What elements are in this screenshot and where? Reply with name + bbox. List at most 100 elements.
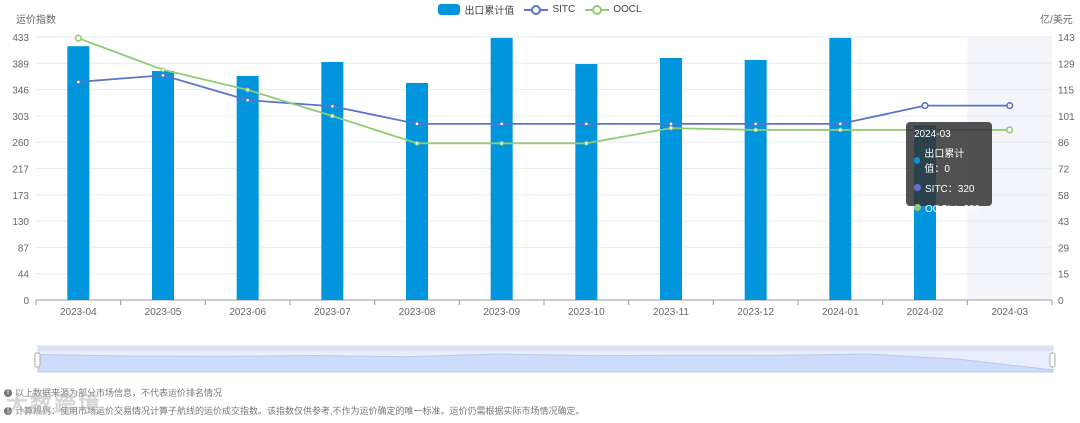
x-tick-label: 2023-07 xyxy=(314,307,351,318)
tooltip-title: 2024-03 xyxy=(914,129,951,140)
bar[interactable] xyxy=(744,59,767,301)
data-point[interactable] xyxy=(74,34,82,42)
data-point[interactable] xyxy=(668,121,674,127)
series-line xyxy=(78,74,1010,125)
right-tick-label: 143 xyxy=(1058,33,1075,44)
left-tick-label: 44 xyxy=(18,270,30,281)
bar[interactable] xyxy=(660,57,682,301)
left-tick-label: 87 xyxy=(18,243,30,254)
right-tick-label: 72 xyxy=(1058,165,1070,176)
datazoom-right-handle[interactable] xyxy=(1049,352,1056,368)
series-dot-icon xyxy=(914,156,921,164)
right-tick-label: 0 xyxy=(1058,296,1064,307)
left-tick-label: 130 xyxy=(12,217,29,228)
series-dot-icon xyxy=(914,184,921,191)
chart-legend: 出口累计值 SITC OOCL xyxy=(0,2,1080,17)
right-axis-title: 亿/美元 xyxy=(1040,13,1073,26)
x-tick-label: 2023-05 xyxy=(145,307,182,318)
line-marker-icon xyxy=(524,4,549,15)
footnote-text: 以上数据来源为部分市场信息，不代表运价排名情况 xyxy=(15,388,223,398)
legend-item-sitc[interactable]: SITC xyxy=(524,2,575,17)
data-point[interactable] xyxy=(753,121,758,127)
tooltip-row-text: SITC：320 xyxy=(925,184,975,195)
left-tick-label: 346 xyxy=(12,86,29,97)
data-point[interactable] xyxy=(245,87,250,93)
data-point[interactable] xyxy=(160,72,166,78)
right-tick-label: 43 xyxy=(1058,217,1070,228)
bar[interactable] xyxy=(321,62,344,300)
left-tick-label: 0 xyxy=(23,296,29,307)
tooltip-row-text: 出口累计值：0 xyxy=(924,149,965,175)
legend-label: 出口累计值 xyxy=(464,6,515,17)
data-point[interactable] xyxy=(921,102,929,110)
tooltip-row-text: OOCL：280 xyxy=(925,204,981,215)
x-tick-label: 2024-02 xyxy=(907,307,944,318)
left-tick-label: 173 xyxy=(12,191,29,202)
x-tick-label: 2023-10 xyxy=(568,307,605,318)
data-point[interactable] xyxy=(76,79,81,85)
x-tick-label: 2023-08 xyxy=(399,307,436,318)
data-point[interactable] xyxy=(330,113,335,119)
data-point[interactable] xyxy=(753,127,758,133)
data-point[interactable] xyxy=(499,140,504,146)
right-tick-label: 29 xyxy=(1058,243,1070,254)
right-tick-label: 86 xyxy=(1058,138,1070,149)
left-tick-label: 217 xyxy=(12,165,29,176)
data-point[interactable] xyxy=(245,97,250,103)
data-point[interactable] xyxy=(499,121,504,127)
left-tick-label: 433 xyxy=(12,33,29,44)
tooltip-row: SITC：320 xyxy=(914,180,984,195)
legend-item-oocl[interactable]: OOCL xyxy=(585,2,642,17)
x-tick-label: 2023-04 xyxy=(60,307,97,318)
series-dot-icon xyxy=(914,204,921,211)
bar[interactable] xyxy=(67,46,90,301)
x-tick-label: 2023-11 xyxy=(653,307,689,318)
footnotes: ! 以上数据来源为部分市场信息，不代表运价排名情况 ! 计算规则：使用市场运价交… xyxy=(4,384,585,420)
data-point[interactable] xyxy=(584,121,589,127)
data-point[interactable] xyxy=(1006,126,1014,134)
left-tick-label: 303 xyxy=(12,112,29,123)
bar[interactable] xyxy=(575,64,598,300)
series-line xyxy=(78,37,1010,145)
chart-tooltip: 2024-03 出口累计值：0 SITC：320 OOCL：280 xyxy=(906,122,992,215)
data-point[interactable] xyxy=(584,140,589,146)
bar[interactable] xyxy=(829,37,852,300)
right-tick-label: 115 xyxy=(1058,86,1074,97)
x-tick-label: 2023-12 xyxy=(737,307,774,318)
legend-label: SITC xyxy=(552,4,576,15)
data-point[interactable] xyxy=(330,103,335,109)
footnote-text: 计算规则：使用市场运价交易情况计算子航线的运价成交指数。该指数仅供参考,不作为运… xyxy=(15,406,585,416)
data-point[interactable] xyxy=(668,125,674,131)
legend-item-export[interactable]: 出口累计值 xyxy=(438,2,514,17)
data-point[interactable] xyxy=(1006,102,1014,110)
data-point[interactable] xyxy=(414,121,420,127)
bar[interactable] xyxy=(236,75,259,301)
datazoom-top-bar[interactable] xyxy=(38,346,1053,351)
info-icon: ! xyxy=(4,389,12,397)
left-axis-title: 运价指数 xyxy=(16,13,56,26)
right-tick-label: 101 xyxy=(1058,112,1075,123)
bar[interactable] xyxy=(152,71,174,300)
x-tick-label: 2023-09 xyxy=(483,307,520,318)
info-icon: ! xyxy=(4,407,12,415)
bar-swatch-icon xyxy=(438,4,461,15)
data-point[interactable] xyxy=(838,121,843,127)
legend-label: OOCL xyxy=(613,4,642,15)
left-tick-label: 389 xyxy=(12,59,29,70)
footnote-source: ! 以上数据来源为部分市场信息，不代表运价排名情况 xyxy=(4,384,585,402)
datazoom-left-handle[interactable] xyxy=(34,352,41,368)
data-point[interactable] xyxy=(414,140,420,146)
right-tick-label: 129 xyxy=(1058,59,1075,70)
data-point[interactable] xyxy=(838,127,843,133)
data-point[interactable] xyxy=(160,67,166,73)
datazoom-preview-area xyxy=(37,353,1054,373)
footnote-rule: ! 计算规则：使用市场运价交易情况计算子航线的运价成交指数。该指数仅供参考,不作… xyxy=(4,402,585,420)
tooltip-row: 出口累计值：0 xyxy=(914,145,984,175)
right-tick-label: 58 xyxy=(1058,191,1070,202)
x-tick-label: 2024-03 xyxy=(991,307,1028,318)
bar[interactable] xyxy=(490,37,513,300)
left-tick-label: 260 xyxy=(12,138,29,149)
bar[interactable] xyxy=(406,82,428,300)
